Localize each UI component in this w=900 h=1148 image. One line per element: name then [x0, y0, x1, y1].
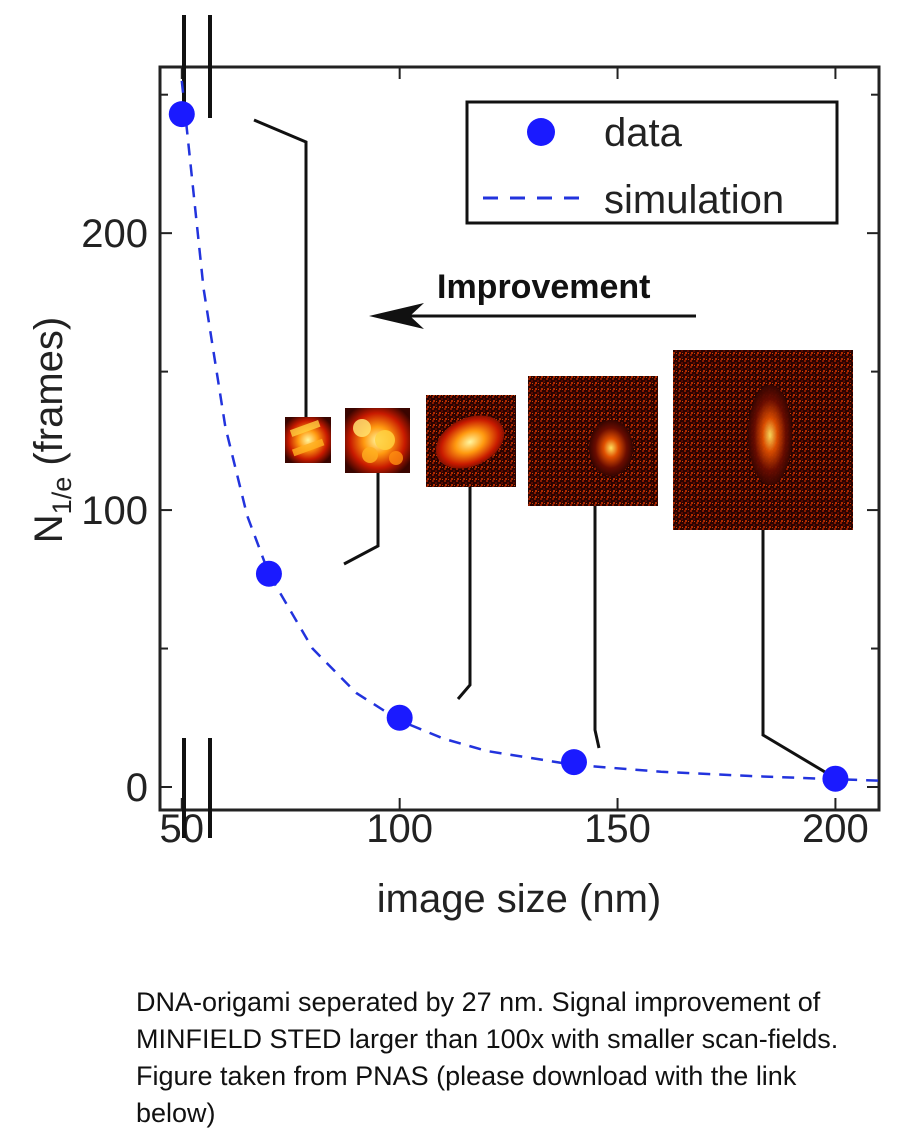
y-tick-label: 0 — [126, 766, 148, 810]
inset-140nm — [528, 376, 658, 506]
y-tick-label: 200 — [81, 212, 148, 256]
legend: data simulation — [465, 100, 839, 225]
x-axis-label: image size (nm) — [377, 877, 662, 921]
legend-marker-data — [527, 118, 555, 146]
inset-50nm — [285, 417, 331, 463]
y-tick-label: 100 — [81, 489, 148, 533]
inset-70nm — [345, 408, 410, 473]
series-layer — [168, 80, 880, 792]
inset-images — [285, 350, 853, 530]
legend-box — [465, 100, 839, 225]
x-tick-label: 200 — [802, 807, 869, 851]
ticks-layer: 50 100 150 200 0 100 200 — [81, 67, 879, 851]
leader-lines — [253, 118, 836, 780]
axis-break-marks — [182, 15, 212, 838]
y-axis-label: N1/e (frames) — [27, 317, 77, 543]
x-tick-label: 50 — [160, 807, 205, 851]
legend-label-simulation: simulation — [604, 178, 784, 222]
plot-frame — [158, 65, 881, 812]
y-axis-label-subscript: 1/e — [47, 477, 77, 515]
improvement-label: Improvement — [437, 268, 651, 306]
data-point — [386, 704, 413, 731]
y-axis-label-suffix: (frames) — [27, 317, 71, 477]
data-point — [822, 765, 849, 792]
data-point — [560, 749, 587, 776]
inset-200nm — [673, 350, 853, 530]
figure-caption: DNA-origami seperated by 27 nm. Signal i… — [136, 987, 839, 1128]
data-point — [168, 101, 195, 128]
inset-100nm — [426, 395, 516, 487]
x-tick-label: 150 — [584, 807, 651, 851]
improvement-arrowhead — [369, 303, 424, 329]
legend-label-data: data — [604, 111, 683, 155]
x-tick-label: 100 — [366, 807, 433, 851]
y-axis-label-main: N — [27, 514, 71, 543]
improvement-annotation: Improvement — [369, 268, 696, 329]
data-point — [255, 560, 282, 587]
chart: 50 100 150 200 0 100 200 — [27, 15, 881, 921]
